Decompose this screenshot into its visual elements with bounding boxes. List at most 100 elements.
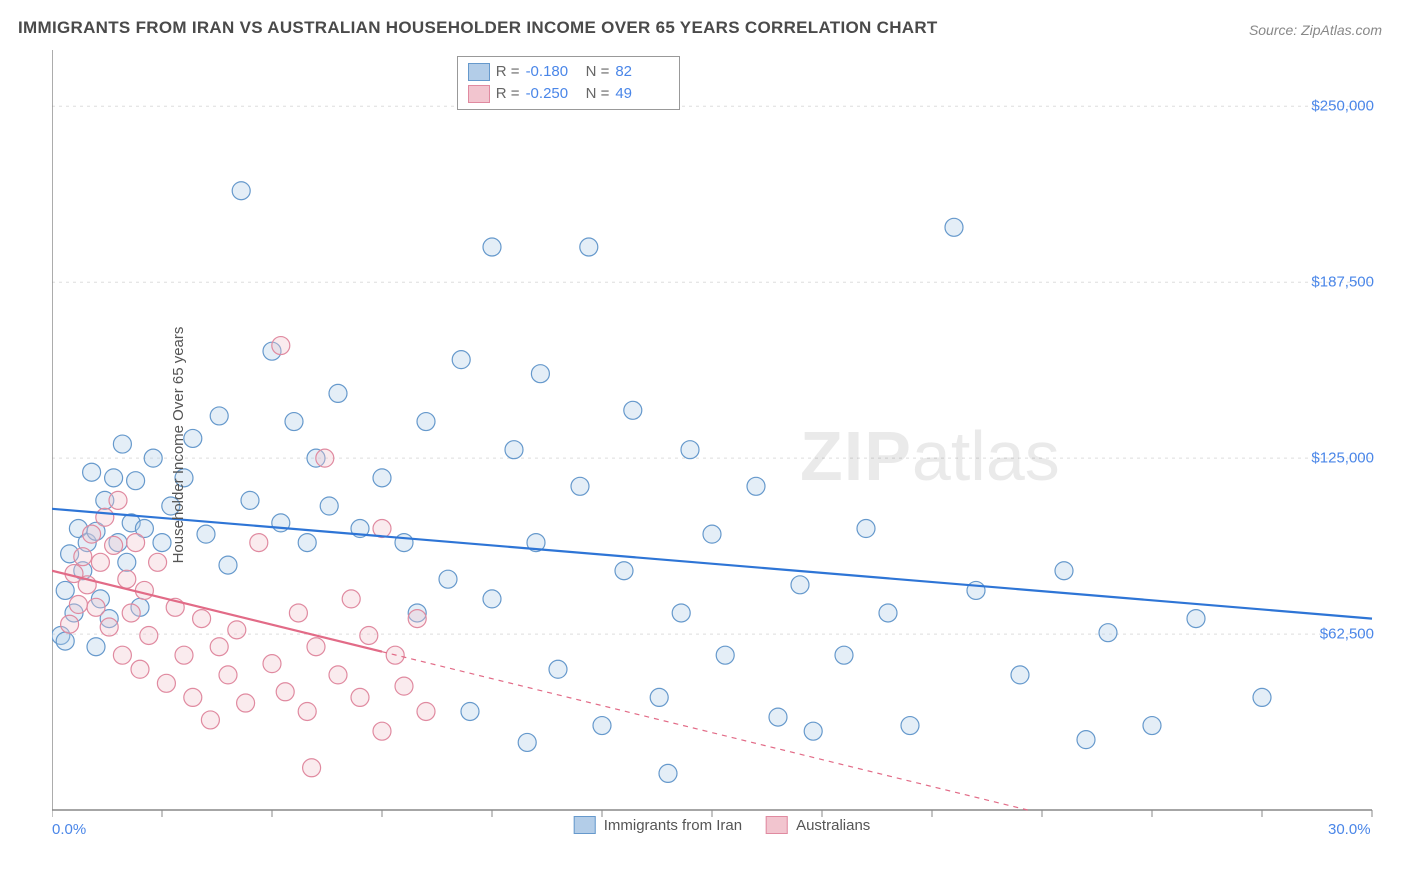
data-point	[452, 351, 470, 369]
data-point	[175, 646, 193, 664]
data-point	[395, 534, 413, 552]
data-point	[201, 711, 219, 729]
data-point	[316, 449, 334, 467]
legend-series-label: Immigrants from Iran	[604, 817, 742, 834]
data-point	[1187, 610, 1205, 628]
chart-svg	[52, 50, 1392, 840]
legend-item: Immigrants from Iran	[574, 816, 742, 834]
data-point	[61, 615, 79, 633]
legend-n-value: 82	[615, 63, 669, 80]
data-point	[127, 472, 145, 490]
legend-swatch	[468, 85, 490, 103]
data-point	[100, 618, 118, 636]
x-tick-label: 0.0%	[52, 821, 86, 838]
data-point	[69, 596, 87, 614]
data-point	[127, 534, 145, 552]
data-point	[113, 646, 131, 664]
data-point	[87, 598, 105, 616]
data-point	[659, 764, 677, 782]
data-point	[417, 413, 435, 431]
data-point	[197, 525, 215, 543]
legend-n-label: N =	[586, 63, 610, 80]
data-point	[549, 660, 567, 678]
legend-row: R =-0.250N =49	[468, 83, 670, 105]
data-point	[228, 621, 246, 639]
data-point	[901, 717, 919, 735]
data-point	[83, 525, 101, 543]
data-point	[373, 722, 391, 740]
data-point	[1253, 688, 1271, 706]
y-tick-label: $250,000	[1311, 98, 1374, 115]
data-point	[342, 590, 360, 608]
legend-row: R = -0.180 N = 82	[468, 61, 670, 83]
legend-swatch	[468, 63, 490, 81]
data-point	[250, 534, 268, 552]
data-point	[298, 534, 316, 552]
data-point	[395, 677, 413, 695]
data-point	[219, 556, 237, 574]
series-legend: Immigrants from Iran Australians	[574, 816, 871, 834]
data-point	[113, 435, 131, 453]
data-point	[153, 534, 171, 552]
data-point	[83, 463, 101, 481]
data-point	[747, 477, 765, 495]
data-point	[193, 610, 211, 628]
data-point	[580, 238, 598, 256]
legend-swatch	[766, 816, 788, 834]
data-point	[351, 688, 369, 706]
data-point	[135, 581, 153, 599]
data-point	[219, 666, 237, 684]
data-point	[461, 702, 479, 720]
data-point	[118, 553, 136, 571]
data-point	[285, 413, 303, 431]
data-point	[109, 491, 127, 509]
data-point	[1143, 717, 1161, 735]
data-point	[131, 660, 149, 678]
data-point	[650, 688, 668, 706]
data-point	[276, 683, 294, 701]
source-label: Source:	[1249, 22, 1297, 38]
legend-r-value: -0.180	[526, 63, 580, 80]
data-point	[518, 733, 536, 751]
trend-line-extrapolated	[382, 652, 1028, 810]
data-point	[329, 384, 347, 402]
x-tick-label: 30.0%	[1328, 821, 1371, 838]
data-point	[408, 610, 426, 628]
data-point	[373, 469, 391, 487]
data-point	[96, 508, 114, 526]
data-point	[122, 604, 140, 622]
data-point	[105, 536, 123, 554]
data-point	[1099, 624, 1117, 642]
data-point	[1077, 731, 1095, 749]
data-point	[769, 708, 787, 726]
y-axis-label: Householder Income Over 65 years	[170, 327, 187, 564]
legend-item: Australians	[766, 816, 870, 834]
legend-r-label: R =	[496, 85, 520, 102]
data-point	[593, 717, 611, 735]
data-point	[624, 401, 642, 419]
legend-series-label: Australians	[796, 817, 870, 834]
data-point	[184, 688, 202, 706]
scatter-chart: Householder Income Over 65 years ZIPatla…	[52, 50, 1392, 840]
data-point	[303, 759, 321, 777]
data-point	[615, 562, 633, 580]
data-point	[91, 553, 109, 571]
data-point	[232, 182, 250, 200]
legend-r-label: R =	[496, 63, 520, 80]
data-point	[791, 576, 809, 594]
legend-n-label: N =	[586, 85, 610, 102]
data-point	[140, 626, 158, 644]
data-point	[210, 638, 228, 656]
data-point	[56, 581, 74, 599]
y-tick-label: $62,500	[1320, 626, 1374, 643]
data-point	[210, 407, 228, 425]
data-point	[571, 477, 589, 495]
data-point	[857, 520, 875, 538]
correlation-legend: R = -0.180 N = 82 R =-0.250N =49	[457, 56, 681, 110]
data-point	[241, 491, 259, 509]
data-point	[272, 337, 290, 355]
data-point	[87, 638, 105, 656]
chart-title: IMMIGRANTS FROM IRAN VS AUSTRALIAN HOUSE…	[18, 18, 938, 38]
data-point	[263, 655, 281, 673]
data-point	[320, 497, 338, 515]
